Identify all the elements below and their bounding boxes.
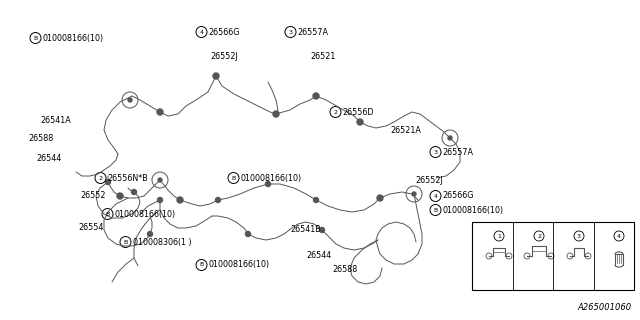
Circle shape (246, 231, 250, 236)
Text: 26556N*B: 26556N*B (108, 173, 148, 182)
Text: 010008166(10): 010008166(10) (442, 205, 504, 214)
Circle shape (319, 228, 324, 233)
Text: 26557A: 26557A (442, 148, 474, 156)
Text: B: B (33, 36, 38, 41)
Circle shape (273, 111, 279, 117)
Circle shape (313, 93, 319, 99)
Circle shape (412, 192, 416, 196)
Text: 010008166(10): 010008166(10) (241, 173, 301, 182)
Text: 26552J: 26552J (210, 52, 237, 60)
Text: B: B (106, 212, 109, 217)
Text: A265001060: A265001060 (578, 303, 632, 312)
Text: 4: 4 (617, 234, 621, 238)
Circle shape (106, 180, 111, 185)
Text: 010008166(10): 010008166(10) (209, 260, 269, 269)
Text: B: B (124, 239, 127, 244)
Text: 26544: 26544 (306, 252, 332, 260)
Text: B: B (200, 262, 204, 268)
Text: 26552: 26552 (80, 191, 106, 201)
Circle shape (117, 193, 123, 199)
Text: 26541A: 26541A (40, 116, 71, 124)
Circle shape (448, 136, 452, 140)
Circle shape (213, 73, 219, 79)
Text: 26521A: 26521A (390, 125, 421, 134)
Text: 26566G: 26566G (209, 28, 240, 36)
Circle shape (357, 119, 363, 125)
Circle shape (131, 189, 136, 195)
Text: 26588: 26588 (332, 266, 357, 275)
Text: 26556D: 26556D (342, 108, 374, 116)
Text: 26588: 26588 (28, 133, 53, 142)
Circle shape (266, 181, 271, 187)
Circle shape (147, 231, 152, 236)
Text: B: B (232, 175, 236, 180)
Circle shape (377, 195, 383, 201)
Text: 26544: 26544 (36, 154, 61, 163)
Text: 010008166(10): 010008166(10) (42, 34, 104, 43)
Text: 26521: 26521 (310, 52, 335, 60)
Text: 26557A: 26557A (298, 28, 328, 36)
Text: 2: 2 (99, 175, 102, 180)
Circle shape (157, 109, 163, 115)
Text: 3: 3 (577, 234, 581, 238)
Circle shape (177, 197, 183, 203)
Circle shape (158, 178, 162, 182)
Bar (472, 222, 634, 290)
Circle shape (157, 197, 163, 203)
Circle shape (216, 197, 221, 203)
Text: 010008166(10): 010008166(10) (115, 210, 175, 219)
Text: 4: 4 (200, 29, 204, 35)
Circle shape (128, 98, 132, 102)
Text: 010008306(1 ): 010008306(1 ) (132, 237, 191, 246)
Text: 3: 3 (289, 29, 292, 35)
Text: 1: 1 (497, 234, 501, 238)
Text: B: B (433, 207, 438, 212)
Text: 26541B: 26541B (290, 226, 321, 235)
Text: 2: 2 (537, 234, 541, 238)
Circle shape (314, 197, 319, 203)
Text: 2: 2 (333, 109, 337, 115)
Text: 26554: 26554 (78, 223, 104, 233)
Text: 26552J: 26552J (415, 175, 443, 185)
Text: 3: 3 (433, 149, 438, 155)
Text: 26566G: 26566G (442, 191, 474, 201)
Text: 4: 4 (433, 194, 438, 198)
